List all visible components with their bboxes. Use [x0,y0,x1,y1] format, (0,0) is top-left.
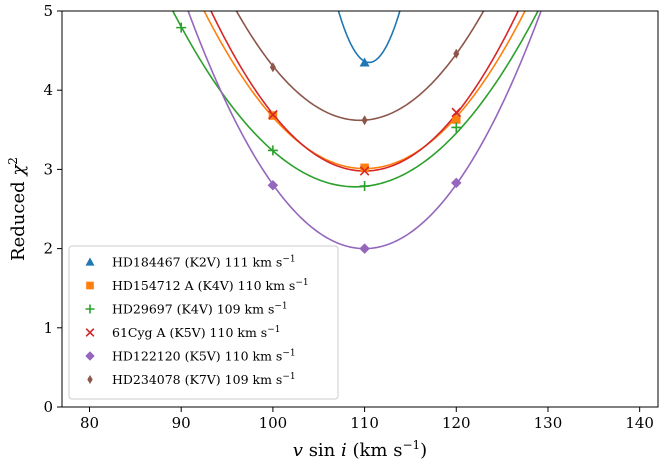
x-label-v: v [293,440,303,461]
legend-label-2: HD154712 A (K4V) 110 km s−1 [112,278,309,293]
x-label-exp: −1 [402,438,420,452]
data-point-4 [268,109,278,120]
x-tick-label: 90 [172,414,191,432]
legend-marker-2 [86,281,94,290]
data-point-3 [451,122,462,133]
y-tick-label: 5 [43,2,53,20]
fit-curve-6 [235,11,485,122]
data-point-5 [451,177,462,189]
legend-label-4: 61Cyg A (K5V) 110 km s−1 [112,325,280,340]
legend: HD184467 (K2V) 111 km s−1 HD154712 A (K4V… [68,245,339,400]
y-axis-ticks: 0 1 2 3 4 5 [43,2,62,416]
x-axis-label: v sin i (km s−1) [293,438,427,461]
y-label-exp: 2 [6,157,20,165]
x-tick-label: 120 [442,414,471,432]
data-point-3 [176,22,187,33]
y-tick-label: 3 [43,160,53,178]
y-tick-label: 0 [43,398,53,416]
data-point-2 [360,163,369,173]
x-label-close: ) [420,440,427,461]
legend-marker-4 [85,328,95,337]
x-tick-label: 80 [80,414,99,432]
data-point-2 [452,115,461,124]
data-point-5 [267,179,279,191]
legend-label-3: HD29697 (K4V) 109 km s−1 [112,302,288,317]
y-tick-label: 1 [43,319,53,337]
fit-curve-4 [210,11,520,172]
data-point-6 [269,62,276,73]
fit-curve-2 [203,11,526,170]
data-point-3 [359,181,370,192]
legend-box [68,245,339,400]
fit-curve-3 [171,11,539,188]
legend-marker-3 [85,304,95,314]
data-point-3 [267,145,278,156]
data-points-layer [176,22,462,254]
x-tick-label: 110 [350,414,379,432]
x-axis-ticks: 80 90 100 110 120 130 140 [80,407,654,432]
y-axis-label: Reduced χ2 [6,157,29,261]
y-tick-label: 4 [43,81,53,99]
data-point-5 [359,243,370,254]
legend-label-1: HD184467 (K2V) 111 km s−1 [112,255,296,270]
legend-marker-1 [85,257,95,266]
x-tick-label: 140 [625,414,654,432]
fit-curve-5 [187,11,542,250]
fit-curve-1 [337,11,401,64]
x-label-units: (km s [347,440,403,461]
legend-marker-6 [87,375,93,384]
data-point-4 [451,107,462,118]
x-label-sin: sin [303,440,341,461]
legend-label-5: HD122120 (K5V) 110 km s−1 [112,349,296,364]
data-point-6 [453,48,460,59]
data-point-6 [361,115,368,126]
y-tick-label: 2 [43,240,53,258]
legend-marker-5 [85,351,95,361]
data-point-1 [359,57,370,67]
y-label-text: Reduced [8,176,29,261]
data-point-4 [359,166,370,176]
x-tick-label: 100 [259,414,288,432]
x-label-i: i [341,440,347,461]
legend-label-6: HD234078 (K7V) 109 km s−1 [112,372,296,387]
y-label-chi: χ [8,164,29,178]
plot-frame [61,10,659,408]
fit-curves-layer [171,11,542,250]
x-tick-label: 130 [534,414,563,432]
